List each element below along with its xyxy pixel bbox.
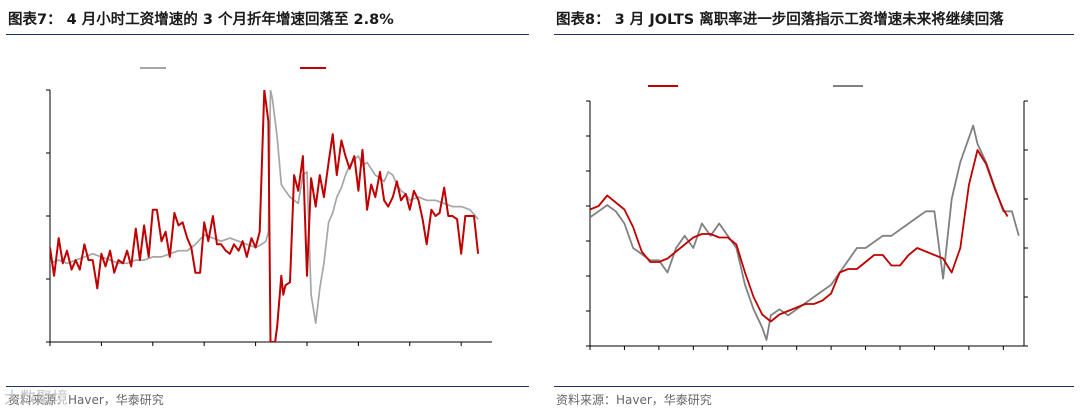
divider bbox=[554, 34, 1074, 35]
source-note: 资料来源：Haver，华泰研究 bbox=[8, 393, 164, 407]
divider bbox=[6, 34, 529, 35]
source-note: 资料来源：Haver，华泰研究 bbox=[556, 393, 712, 407]
divider bbox=[6, 386, 529, 387]
chart-title: 图表7： 4 月小时工资增速的 3 个月折年增速回落至 2.8% bbox=[8, 12, 394, 28]
watermark: 大数聚境 bbox=[4, 388, 69, 407]
divider bbox=[554, 386, 1074, 387]
chart-2-svg bbox=[586, 85, 1028, 350]
series-line-2 bbox=[50, 90, 480, 342]
series-line-2 bbox=[590, 124, 1020, 341]
series-line-1 bbox=[590, 149, 1009, 323]
series-line-1 bbox=[50, 90, 479, 324]
plot-area bbox=[50, 90, 480, 342]
chart-panel-2: 图表8： 3 月 JOLTS 离职率进一步回落指示工资增速未来将继续回落 资料来… bbox=[548, 0, 1080, 414]
chart-panel-1: 图表7： 4 月小时工资增速的 3 个月折年增速回落至 2.8% 资料来源：Ha… bbox=[0, 0, 535, 414]
chart-1-svg bbox=[46, 67, 492, 346]
chart-title: 图表8： 3 月 JOLTS 离职率进一步回落指示工资增速未来将继续回落 bbox=[556, 12, 1004, 28]
plot-area bbox=[590, 124, 1020, 341]
